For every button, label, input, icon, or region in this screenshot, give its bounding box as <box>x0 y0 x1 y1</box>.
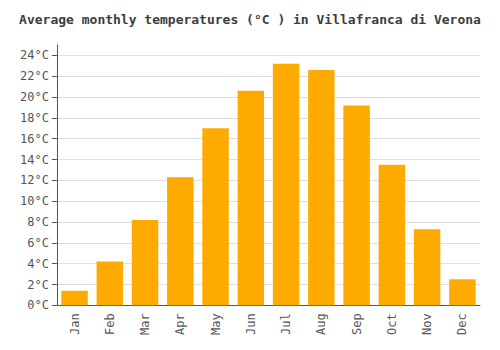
svg-text:Mar: Mar <box>138 313 152 335</box>
svg-text:Average monthly temperatures (: Average monthly temperatures (°C ) in Vi… <box>19 12 481 27</box>
svg-text:16°C: 16°C <box>20 132 49 146</box>
svg-text:24°C: 24°C <box>20 48 49 62</box>
svg-text:May: May <box>209 313 223 335</box>
svg-text:Feb: Feb <box>103 313 117 335</box>
svg-text:22°C: 22°C <box>20 69 49 83</box>
svg-text:Apr: Apr <box>173 313 187 335</box>
svg-text:20°C: 20°C <box>20 90 49 104</box>
svg-text:Sep: Sep <box>350 313 364 335</box>
svg-text:Oct: Oct <box>385 313 399 335</box>
svg-text:18°C: 18°C <box>20 111 49 125</box>
svg-text:12°C: 12°C <box>20 173 49 187</box>
svg-text:Nov: Nov <box>420 313 434 335</box>
svg-text:Aug: Aug <box>314 313 328 335</box>
svg-text:14°C: 14°C <box>20 153 49 167</box>
svg-text:6°C: 6°C <box>27 236 49 250</box>
svg-text:Jun: Jun <box>244 313 258 335</box>
svg-text:8°C: 8°C <box>27 215 49 229</box>
svg-text:Jul: Jul <box>279 313 293 335</box>
svg-text:Jan: Jan <box>68 313 82 335</box>
svg-text:4°C: 4°C <box>27 257 49 271</box>
svg-text:Dec: Dec <box>455 313 469 335</box>
svg-text:2°C: 2°C <box>27 278 49 292</box>
svg-text:10°C: 10°C <box>20 194 49 208</box>
svg-text:0°C: 0°C <box>27 298 49 312</box>
